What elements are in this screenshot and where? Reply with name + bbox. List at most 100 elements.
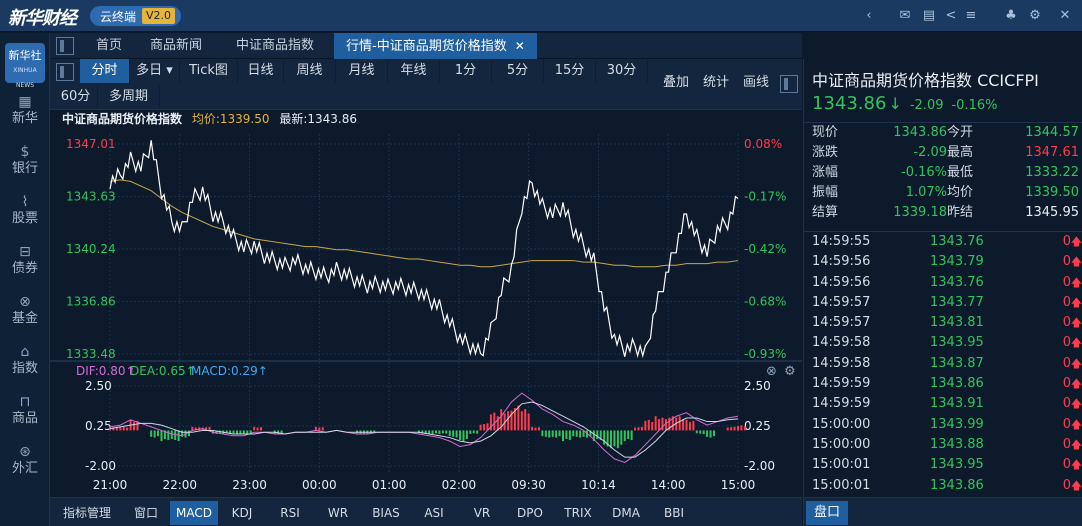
tick-volume: 0 (1062, 396, 1071, 412)
gear-icon[interactable]: ⚙ (1029, 8, 1041, 23)
tick-list[interactable]: 14:59:55 1343.76 0 🡅 14:59:56 1343.79 0 🡅 14:59:… (804, 231, 1082, 496)
x-tick-label: 14:00 (651, 478, 686, 492)
stats-button[interactable]: 统计 (702, 75, 729, 90)
close-icon[interactable]: ✕ (1059, 8, 1071, 23)
indicator-dpo[interactable]: DPO (517, 506, 543, 520)
period-1min[interactable]: 1分 (440, 59, 492, 83)
indicator-asi[interactable]: ASI (424, 506, 444, 520)
period-intraday[interactable]: 分时 (80, 59, 130, 83)
quote-row: 涨幅 -0.16% 最低 1333.22 (804, 163, 1082, 183)
y-tick-label: 1333.48 (66, 347, 116, 361)
tick-volume: 0 (1062, 457, 1071, 473)
indicator-wr[interactable]: WR (327, 506, 349, 520)
nav-label: 银行 (11, 161, 38, 176)
tick-price: 1343.91 (930, 396, 984, 412)
up-arrow-icon: 🡅 (1070, 316, 1082, 330)
nav-item-bank[interactable]: $ 银行 (0, 143, 50, 177)
back-icon[interactable]: ‹ (866, 8, 872, 23)
tick-row[interactable]: 14:59:58 1343.95 0 🡅 (804, 333, 1082, 353)
tick-row[interactable]: 14:59:58 1343.87 0 🡅 (804, 354, 1082, 374)
tick-row[interactable]: 14:59:59 1343.86 0 🡅 (804, 374, 1082, 394)
right-panel-toggle-icon[interactable] (780, 75, 798, 93)
nav-label: 指数 (11, 361, 38, 376)
tab-quote-label: 行情-中证商品期货价格指数 (346, 39, 507, 54)
share-icon[interactable]: < (945, 8, 957, 23)
tick-price: 1343.95 (930, 335, 984, 351)
tick-row[interactable]: 14:59:57 1343.77 0 🡅 (804, 293, 1082, 313)
draw-button[interactable]: 画线 (742, 75, 769, 90)
quote-label: 结算 (812, 205, 839, 220)
up-arrow-icon: 🡅 (1070, 255, 1082, 269)
logo-subtext: XINHUA NEWS (13, 67, 37, 89)
tick-row[interactable]: 14:59:59 1343.91 0 🡅 (804, 394, 1082, 414)
tick-row[interactable]: 14:59:55 1343.76 0 🡅 (804, 232, 1082, 252)
period-30min[interactable]: 30分 (596, 59, 648, 83)
tick-row[interactable]: 15:00:00 1343.88 0 🡅 (804, 435, 1082, 455)
nav-label: 新华 (11, 111, 38, 126)
period-5min[interactable]: 5分 (492, 59, 544, 83)
indicator-macd[interactable]: MACD (170, 501, 218, 525)
nav-item-index[interactable]: ⌂ 指数 (0, 343, 50, 377)
period-weekly[interactable]: 周线 (284, 59, 336, 83)
tick-row[interactable]: 14:59:56 1343.79 0 🡅 (804, 252, 1082, 272)
nav-item-stock[interactable]: ⌇ 股票 (0, 193, 50, 227)
mail-icon[interactable]: ✉ (899, 8, 911, 23)
gear-icon: ⚙ (784, 364, 796, 379)
indicator-kdj[interactable]: KDJ (231, 506, 253, 520)
intraday-chart[interactable]: 1347.01 0.08% 1343.63 -0.17% 1340.24 -0.42% 13… (50, 129, 802, 497)
x-tick-label: 09:30 (511, 478, 546, 492)
nav-item-commodity[interactable]: ⊓ 商品 (0, 393, 50, 427)
menu-icon[interactable]: ≡ (965, 8, 977, 23)
indicator-dma[interactable]: DMA (612, 506, 640, 520)
panel-toggle-icon[interactable] (56, 63, 74, 81)
indicator-trix[interactable]: TRIX (564, 506, 592, 520)
indicator-window[interactable]: 窗口 (133, 506, 158, 520)
nav-item-fund[interactable]: ⊗ 基金 (0, 293, 50, 327)
current-price: 1343.86 (812, 93, 887, 114)
tick-time: 15:00:00 (812, 416, 871, 432)
period-multi-day[interactable]: 多日 ▾ (130, 59, 180, 83)
indicator-bias[interactable]: BIAS (372, 506, 400, 520)
product-badge[interactable]: 云终端 V2.0 (90, 6, 182, 26)
period-daily[interactable]: 日线 (238, 59, 284, 83)
nav-item-bond[interactable]: ⊟ 债券 (0, 243, 50, 277)
fund-icon: ⊗ (19, 294, 31, 310)
period-yearly[interactable]: 年线 (388, 59, 440, 83)
panel-toggle-icon[interactable] (56, 37, 74, 55)
tick-row[interactable]: 14:59:56 1343.76 0 🡅 (804, 273, 1082, 293)
shirt-icon[interactable]: ♣ (1005, 8, 1017, 23)
tab-home[interactable]: 首页 (96, 38, 123, 53)
y-pct-label: -0.17% (744, 190, 786, 204)
tick-row[interactable]: 15:00:00 1343.99 0 🡅 (804, 415, 1082, 435)
indicator-rsi[interactable]: RSI (280, 506, 300, 520)
tab-order-book[interactable]: 盘口 (806, 501, 848, 525)
tick-row[interactable]: 14:59:57 1343.81 0 🡅 (804, 313, 1082, 333)
quote-value: 1339.18 (893, 205, 947, 220)
down-arrow-icon: ↓ (888, 94, 902, 113)
macd-y-tick: 2.50 (744, 379, 771, 393)
y-pct-label: -0.93% (744, 347, 786, 361)
indicator-vr[interactable]: VR (473, 506, 491, 520)
tick-price: 1343.87 (930, 355, 984, 371)
tick-price: 1343.86 (930, 477, 984, 493)
overlay-button[interactable]: 叠加 (662, 75, 689, 90)
period-15min[interactable]: 15分 (544, 59, 596, 83)
xinhua-logo[interactable]: 新华社 XINHUA NEWS (5, 43, 45, 89)
close-tab-icon[interactable]: ✕ (514, 39, 525, 53)
chart-area[interactable]: 1347.01 0.08% 1343.63 -0.17% 1340.24 -0.42% 13… (50, 129, 802, 497)
period-multi[interactable]: 多周期 (98, 85, 160, 109)
tab-commodity-news[interactable]: 商品新闻 (150, 38, 203, 53)
chat-icon[interactable]: ▤ (922, 8, 936, 23)
nav-item-forex[interactable]: ⊛ 外汇 (0, 443, 50, 477)
macd-y-tick: 0.25 (85, 419, 112, 433)
period-tick[interactable]: Tick图 (180, 59, 238, 83)
period-monthly[interactable]: 月线 (336, 59, 388, 83)
indicator-manage[interactable]: 指标管理 (62, 506, 111, 520)
indicator-bbi[interactable]: BBI (663, 506, 684, 520)
tab-quote-active[interactable]: 行情-中证商品期货价格指数 ✕ (334, 33, 537, 59)
nav-item-xinhua[interactable]: ▦ 新华 (0, 93, 50, 127)
period-60min[interactable]: 60分 (54, 85, 98, 109)
tab-csi-commodity-index[interactable]: 中证商品指数 (236, 38, 315, 53)
tick-row[interactable]: 15:00:01 1343.86 0 🡅 (804, 476, 1082, 496)
tick-row[interactable]: 15:00:01 1343.95 0 🡅 (804, 455, 1082, 475)
